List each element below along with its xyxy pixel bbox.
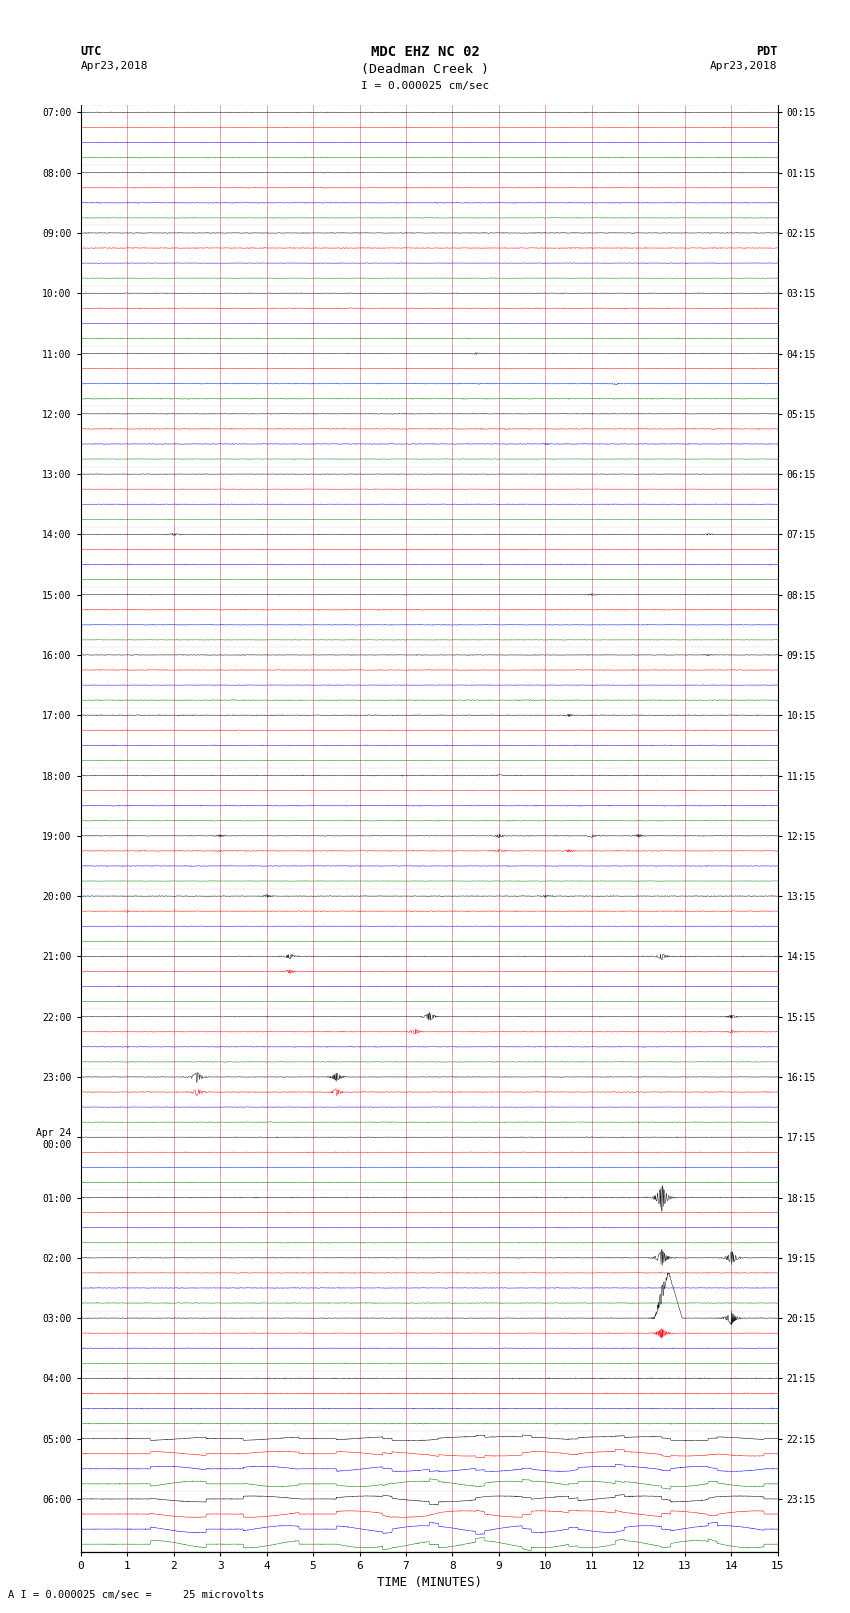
- X-axis label: TIME (MINUTES): TIME (MINUTES): [377, 1576, 482, 1589]
- Text: I = 0.000025 cm/sec: I = 0.000025 cm/sec: [361, 81, 489, 90]
- Text: UTC: UTC: [81, 45, 102, 58]
- Text: (Deadman Creek ): (Deadman Creek ): [361, 63, 489, 76]
- Text: MDC EHZ NC 02: MDC EHZ NC 02: [371, 45, 479, 60]
- Text: Apr23,2018: Apr23,2018: [81, 61, 148, 71]
- Text: PDT: PDT: [756, 45, 778, 58]
- Text: Apr23,2018: Apr23,2018: [711, 61, 778, 71]
- Text: A I = 0.000025 cm/sec =     25 microvolts: A I = 0.000025 cm/sec = 25 microvolts: [8, 1590, 264, 1600]
